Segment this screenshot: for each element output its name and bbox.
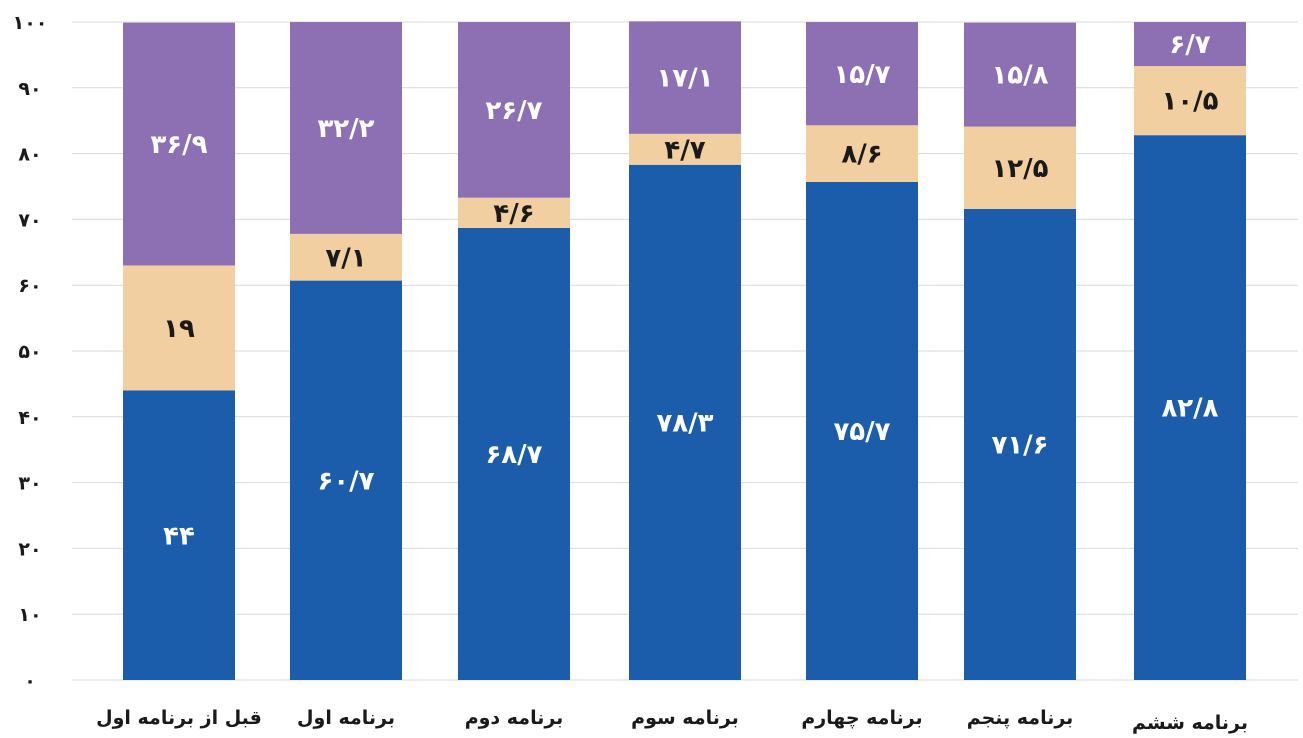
y-tick-label: ۸۰ <box>18 144 41 166</box>
data-label: ۷۸/۳ <box>656 408 713 438</box>
data-label: ۱۵/۷ <box>833 60 890 90</box>
data-label: ۴/۷ <box>664 135 705 165</box>
y-tick-label: ۶۰ <box>18 275 41 297</box>
y-tick-label: ۳۰ <box>18 473 41 495</box>
y-tick-label: ۴۰ <box>18 407 41 429</box>
y-tick-label: ۹۰ <box>18 78 41 100</box>
bar-segment <box>629 133 741 165</box>
data-label: ۶۸/۷ <box>485 440 542 470</box>
data-label: ۱۰/۵ <box>1161 87 1218 117</box>
data-label: ۱۵/۸ <box>991 61 1048 91</box>
bar-segment <box>629 21 741 134</box>
data-label: ۴/۶ <box>493 199 534 229</box>
y-tick-label: ۰ <box>24 670 36 692</box>
bar-segment <box>123 22 235 266</box>
x-category-label: برنامه چهارم <box>801 707 922 729</box>
data-label: ۱۲/۵ <box>991 154 1048 184</box>
bar-segment <box>806 181 918 681</box>
y-tick-label: ۵۰ <box>18 341 41 363</box>
y-axis: ۰ ۱۰ ۲۰ ۳۰ ۴۰ ۵۰ ۶۰ ۷۰ ۸۰ ۹۰ ۱۰۰ <box>13 12 48 692</box>
bar-segment <box>290 22 402 234</box>
data-label: ۸/۶ <box>841 140 882 170</box>
bar-segment <box>1134 135 1246 680</box>
data-label: ۶/۷ <box>1169 30 1210 60</box>
x-category-label: برنامه سوم <box>631 707 739 729</box>
bar-segment <box>290 280 402 680</box>
data-label: ۳۶/۹ <box>150 130 207 160</box>
y-tick-label: ۲۰ <box>18 538 41 560</box>
bar-segment <box>964 208 1076 680</box>
y-tick-label: ۱۰ <box>18 604 41 626</box>
data-label: ۱۷/۱ <box>656 64 713 94</box>
bar-segment <box>629 164 741 680</box>
y-tick-label: ۷۰ <box>18 209 41 231</box>
bar-segment <box>1134 66 1246 136</box>
bar-segment <box>964 22 1076 127</box>
x-category-label: برنامه ششم <box>1132 712 1248 734</box>
bar-segment <box>123 265 235 391</box>
data-label: ۳۲/۲ <box>317 114 374 144</box>
x-category-label: برنامه پنجم <box>967 707 1074 729</box>
bar-segment <box>123 390 235 680</box>
bar-segment <box>964 126 1076 209</box>
data-label: ۱۹ <box>163 314 195 344</box>
data-label: ۶۰/۷ <box>317 466 374 496</box>
data-label: ۷/۱ <box>325 243 366 273</box>
data-labels: ۴۴ ۱۹ ۳۶/۹ ۶۰/۷ ۷/۱ ۳۲/۲ ۶۸/۷ ۴/۶ ۲۶/۷ ۷۸/۳ ۴/۷ ۱۷/… <box>150 30 1218 551</box>
bar-segment <box>458 197 570 228</box>
x-category-label: برنامه اول <box>297 707 395 729</box>
bar-segment <box>1134 22 1246 67</box>
x-axis: قبل از برنامه اول برنامه اول برنامه دوم برن… <box>96 707 1248 734</box>
x-category-label: برنامه دوم <box>465 707 564 729</box>
bar-segment <box>290 233 402 281</box>
x-category-label: قبل از برنامه اول <box>96 707 262 729</box>
data-label: ۴۴ <box>163 521 195 551</box>
data-label: ۷۵/۷ <box>833 417 890 447</box>
y-tick-label: ۱۰۰ <box>13 12 48 34</box>
data-label: ۸۲/۸ <box>1161 394 1218 424</box>
bar-segment <box>458 22 570 198</box>
bar-segment <box>806 125 918 182</box>
bar-segment <box>806 22 918 126</box>
data-label: ۷۱/۶ <box>991 431 1048 461</box>
bar-segment <box>458 227 570 681</box>
bars <box>123 21 1246 681</box>
data-label: ۲۶/۷ <box>485 96 542 126</box>
